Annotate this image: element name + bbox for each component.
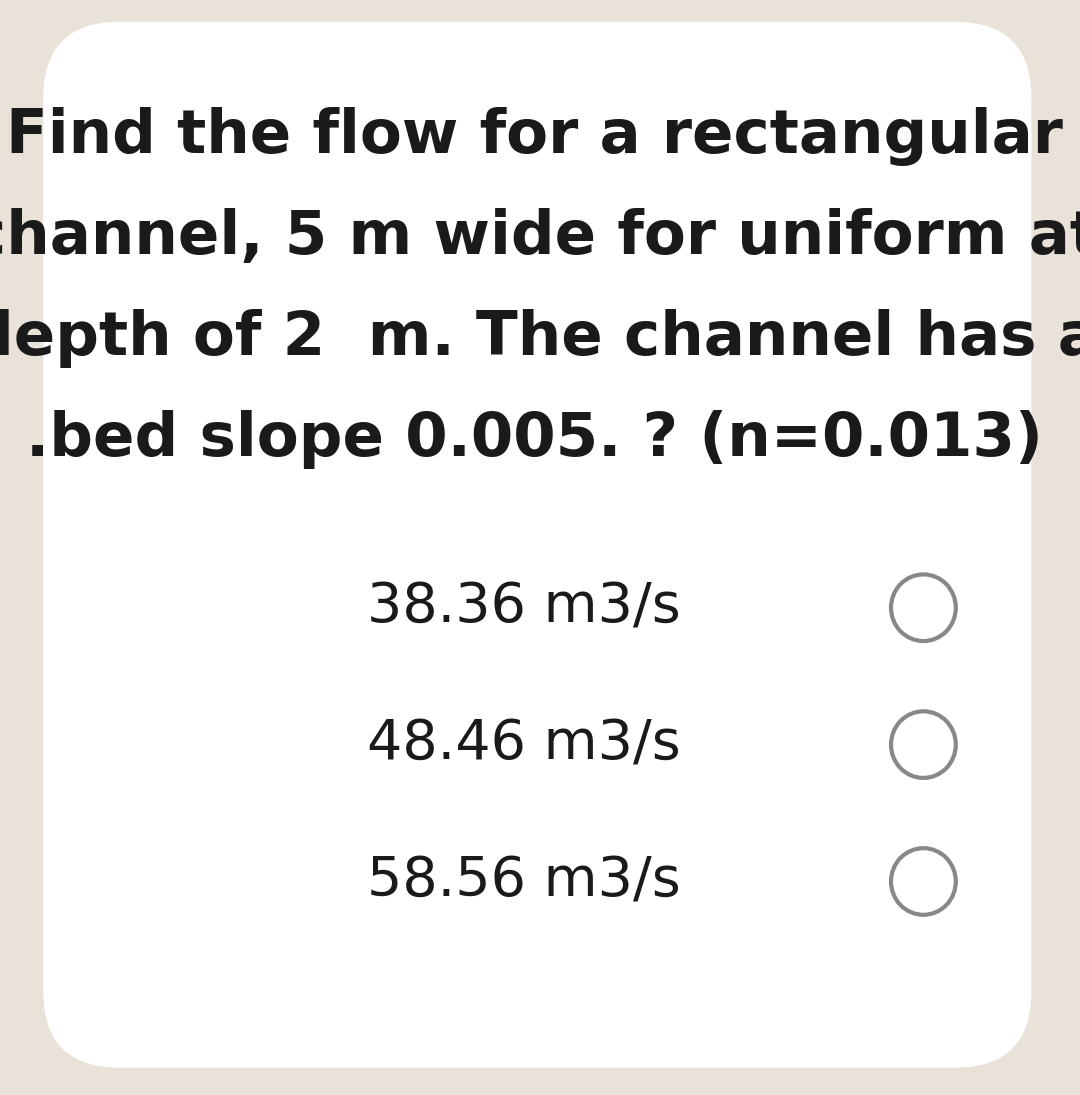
FancyBboxPatch shape (43, 22, 1031, 1068)
Text: depth of 2  m. The channel has a: depth of 2 m. The channel has a (0, 309, 1080, 368)
Text: channel, 5 m wide for uniform at: channel, 5 m wide for uniform at (0, 208, 1080, 267)
Text: 58.56 m3/s: 58.56 m3/s (366, 854, 680, 909)
Text: 48.46 m3/s: 48.46 m3/s (366, 717, 680, 772)
Text: .bed slope 0.005. ? (n=0.013): .bed slope 0.005. ? (n=0.013) (26, 410, 1043, 469)
Text: Find the flow for a rectangular: Find the flow for a rectangular (6, 107, 1063, 166)
Text: 38.36 m3/s: 38.36 m3/s (366, 580, 680, 635)
